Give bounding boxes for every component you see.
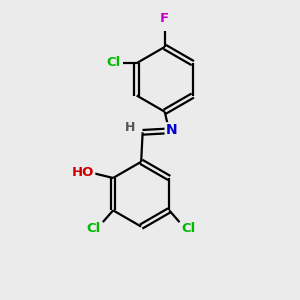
Text: HO: HO	[72, 167, 94, 179]
Text: Cl: Cl	[106, 56, 120, 69]
Text: H: H	[125, 122, 136, 134]
Text: Cl: Cl	[181, 221, 196, 235]
Text: F: F	[160, 12, 169, 25]
Text: Cl: Cl	[87, 221, 101, 235]
Text: N: N	[166, 123, 177, 137]
